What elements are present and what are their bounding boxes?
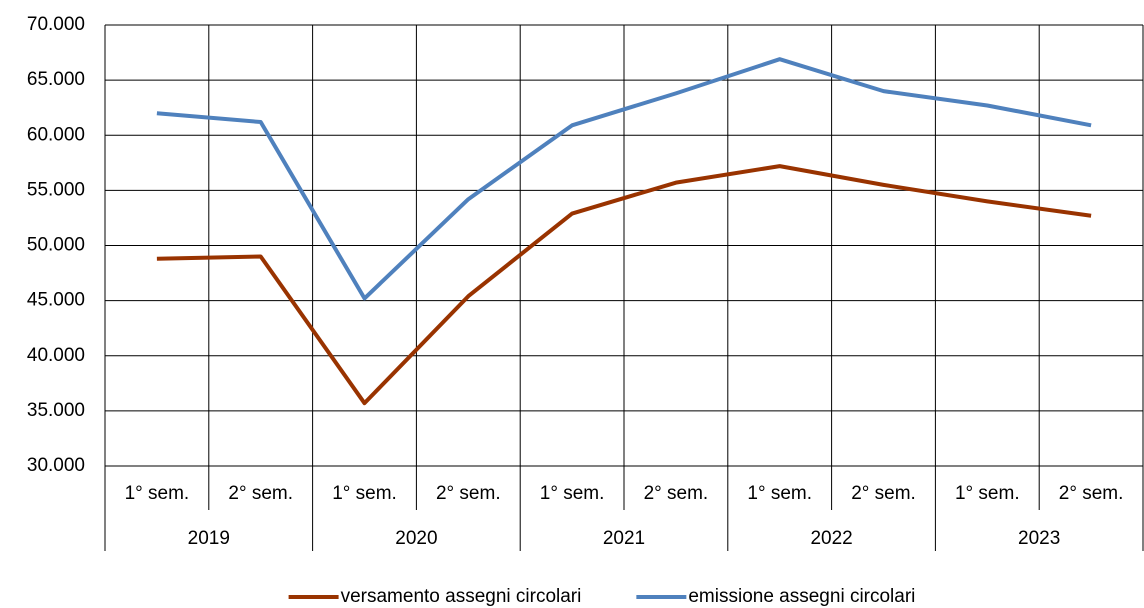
y-tick-label: 30.000	[27, 455, 85, 476]
x-tick-label: 2° sem.	[436, 483, 501, 504]
x-tick-label: 1° sem.	[955, 483, 1020, 504]
x-tick-label: 2° sem.	[644, 483, 709, 504]
y-tick-label: 65.000	[27, 69, 85, 90]
x-group-label: 2019	[188, 528, 230, 549]
x-group-label: 2022	[810, 528, 852, 549]
x-tick-label: 1° sem.	[332, 483, 397, 504]
y-tick-label: 35.000	[27, 400, 85, 421]
series-line	[156, 57, 1092, 301]
y-tick-label: 70.000	[27, 14, 85, 35]
y-tick-label: 40.000	[27, 345, 85, 366]
y-tick-label: 45.000	[27, 290, 85, 311]
y-tick-label: 60.000	[27, 124, 85, 145]
legend-label: versamento assegni circolari	[341, 586, 582, 607]
x-tick-label: 1° sem.	[125, 483, 190, 504]
legend-label: emissione assegni circolari	[688, 586, 915, 607]
series-line	[156, 164, 1092, 406]
x-tick-label: 1° sem.	[747, 483, 812, 504]
x-tick-label: 2° sem.	[228, 483, 293, 504]
x-group-label: 2021	[603, 528, 645, 549]
x-tick-label: 2° sem.	[1059, 483, 1124, 504]
y-tick-label: 55.000	[27, 179, 85, 200]
y-tick-label: 50.000	[27, 235, 85, 256]
x-tick-label: 2° sem.	[851, 483, 916, 504]
x-group-label: 2020	[395, 528, 437, 549]
x-group-label: 2023	[1018, 528, 1060, 549]
x-tick-label: 1° sem.	[540, 483, 605, 504]
